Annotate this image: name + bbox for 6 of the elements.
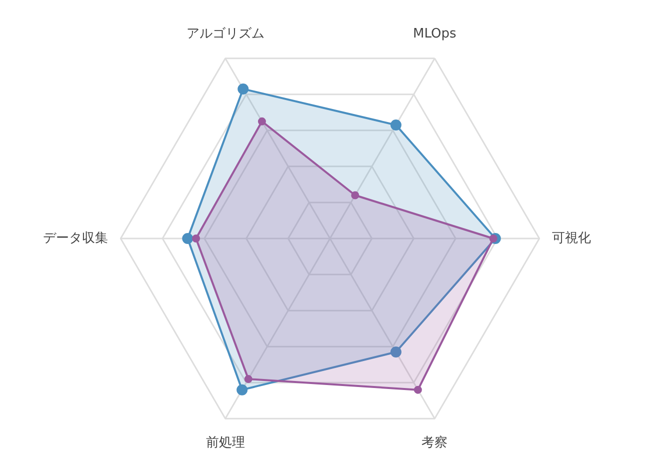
spoke-label: データ収集 — [43, 231, 108, 246]
spoke-label: 前処理 — [206, 435, 245, 450]
spoke-label: 考察 — [422, 434, 448, 450]
spoke-label: MLOps — [413, 26, 457, 42]
spoke-label: アルゴリズム — [186, 26, 264, 42]
spoke-label: 可視化 — [552, 231, 591, 246]
